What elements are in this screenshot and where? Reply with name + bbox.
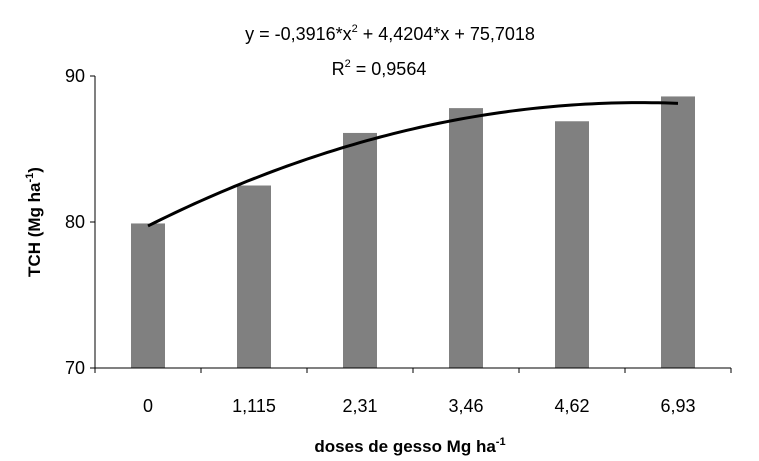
regression-equation: y = -0,3916*x2 + 4,4204*x + 75,7018 bbox=[245, 23, 535, 44]
x-axis-title: doses de gesso Mg ha-1 bbox=[314, 436, 505, 456]
trendline bbox=[147, 101, 679, 228]
y-axis-title: TCH (Mg ha-1) bbox=[24, 167, 44, 277]
bar-5 bbox=[661, 96, 695, 368]
bar-0 bbox=[131, 223, 165, 368]
y-tick-label: 90 bbox=[65, 66, 85, 86]
bar-group bbox=[131, 96, 695, 369]
y-tick-group: 70 80 90 bbox=[65, 66, 95, 378]
x-tick-label: 6,93 bbox=[660, 396, 695, 416]
x-tick-label: 1,115 bbox=[232, 396, 276, 416]
x-tick-label: 4,62 bbox=[554, 396, 589, 416]
bar-3 bbox=[449, 108, 483, 369]
r-squared-label: R2 = 0,9564 bbox=[332, 58, 427, 79]
bar-4 bbox=[555, 121, 589, 368]
trendline-group bbox=[147, 101, 679, 228]
x-tick-label: 0 bbox=[143, 396, 153, 416]
x-tick-label: 2,31 bbox=[342, 396, 377, 416]
bar-1 bbox=[237, 185, 271, 368]
x-tick-label: 3,46 bbox=[448, 396, 483, 416]
y-tick-label: 70 bbox=[65, 358, 85, 378]
x-tick-group: 0 1,115 2,31 3,46 4,62 6,93 bbox=[94, 368, 732, 416]
y-tick-label: 80 bbox=[65, 212, 85, 232]
bar-2 bbox=[343, 132, 377, 368]
